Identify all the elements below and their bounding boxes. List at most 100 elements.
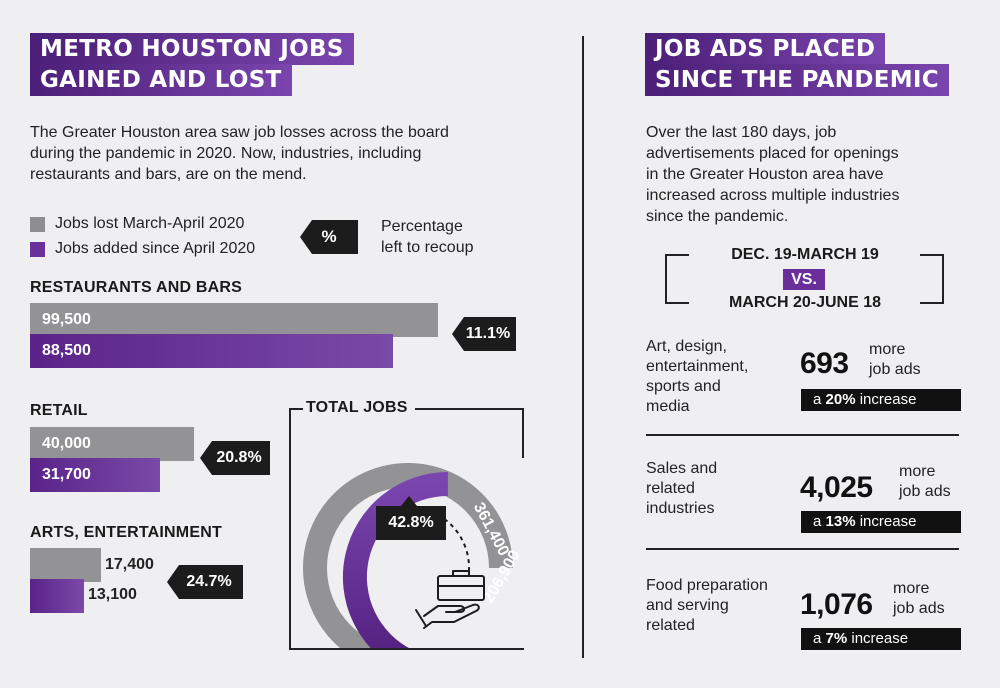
right-intro: Over the last 180 days, job advertisemen… xyxy=(646,122,966,227)
industry-divider xyxy=(646,548,959,550)
more-job-ads-line: job ads xyxy=(899,483,951,500)
right-intro-line: in the Greater Houston area have xyxy=(646,166,884,183)
industry-label: Art, design, entertainment, sports and medi… xyxy=(646,337,748,417)
total-jobs-donut: 361,400 206,900 xyxy=(303,463,522,648)
job-ads-count: 693 xyxy=(800,347,849,380)
increase-badge: a 13% increase xyxy=(801,511,961,533)
legend-percent-text: Percentage left to recoup xyxy=(381,216,474,258)
more-job-ads-line: job ads xyxy=(893,600,945,617)
industry-label-line: and serving xyxy=(646,597,729,614)
bracket-left-top xyxy=(665,254,689,256)
industry-label: Food preparation and serving related xyxy=(646,576,768,636)
legend-swatch-gray xyxy=(30,216,45,232)
more-job-ads-text: more job ads xyxy=(869,340,921,380)
increase-percent: 20% xyxy=(825,391,856,408)
donut-percent-text: 42.8% xyxy=(388,514,434,531)
period-a: DEC. 19-MARCH 19 xyxy=(731,246,879,263)
increase-badge: a 7% increase xyxy=(801,628,961,650)
category-title: RESTAURANTS AND BARS xyxy=(30,279,242,296)
increase-prefix: a xyxy=(813,630,826,647)
donut-callout-shape xyxy=(376,496,446,540)
more-job-ads-line: more xyxy=(893,580,930,597)
increase-suffix: increase xyxy=(855,391,917,408)
bar-value-label: 13,100 xyxy=(88,586,137,603)
industry-label-line: media xyxy=(646,398,690,415)
bar-jobs-added xyxy=(30,579,84,613)
increase-prefix: a xyxy=(813,513,826,530)
donut-added-arc xyxy=(342,472,449,648)
category-title: ARTS, ENTERTAINMENT xyxy=(30,524,222,541)
bracket-right-top xyxy=(920,254,944,256)
more-job-ads-line: job ads xyxy=(869,361,921,378)
industry-divider xyxy=(646,434,959,436)
industry-label-line: industries xyxy=(646,500,715,517)
total-frame-bottom xyxy=(289,648,524,650)
period-b: MARCH 20-JUNE 18 xyxy=(728,294,882,311)
industry-label-line: related xyxy=(646,617,695,634)
legend-percent-key: % xyxy=(300,220,358,254)
category-title: RETAIL xyxy=(30,402,88,419)
legend-percent-line: Percentage xyxy=(381,218,463,235)
right-intro-line: advertisements placed for openings xyxy=(646,145,899,162)
vs-badge: VS. xyxy=(783,269,825,290)
right-banner-line1: JOB ADS PLACED xyxy=(645,33,886,65)
total-frame-top-left xyxy=(289,408,303,410)
right-intro-line: increased across multiple industries xyxy=(646,187,900,204)
total-frame-left xyxy=(289,408,291,650)
percent-left-callout: 24.7% xyxy=(167,565,243,599)
increase-percent: 7% xyxy=(825,630,848,647)
increase-percent: 13% xyxy=(825,513,856,530)
job-ads-count: 4,025 xyxy=(800,471,873,504)
more-job-ads-text: more job ads xyxy=(899,462,951,502)
legend-lost-label: Jobs lost March-April 2020 xyxy=(55,215,245,232)
left-intro-line: The Greater Houston area saw job losses … xyxy=(30,124,449,141)
bar-value-label: 17,400 xyxy=(105,556,154,573)
legend-percent-line: left to recoup xyxy=(381,239,474,256)
increase-badge: a 20% increase xyxy=(801,389,961,411)
legend-swatch-purple xyxy=(30,241,45,257)
increase-suffix: increase xyxy=(847,630,909,647)
legend-added: Jobs added since April 2020 xyxy=(30,240,255,258)
industry-label-line: Sales and xyxy=(646,460,718,477)
total-jobs-title: TOTAL JOBS xyxy=(306,399,408,416)
industry-label-line: Food preparation xyxy=(646,577,768,594)
percent-left-callout: 11.1% xyxy=(452,317,516,351)
bar-jobs-added: 31,700 xyxy=(30,458,160,492)
donut-percent-callout: 42.8% xyxy=(376,496,446,540)
center-divider xyxy=(582,36,584,658)
bar-jobs-added: 88,500 xyxy=(30,334,393,368)
right-banner-line2: SINCE THE PANDEMIC xyxy=(645,64,949,96)
total-frame-right xyxy=(522,408,524,458)
right-intro-line: Over the last 180 days, job xyxy=(646,124,837,141)
more-job-ads-text: more job ads xyxy=(893,579,945,619)
bar-jobs-lost xyxy=(30,548,101,582)
industry-label-line: entertainment, xyxy=(646,358,749,375)
industry-label-line: related xyxy=(646,480,695,497)
increase-suffix: increase xyxy=(855,513,917,530)
bar-value-label: 31,700 xyxy=(42,466,91,483)
industry-label: Sales and related industries xyxy=(646,459,717,519)
increase-prefix: a xyxy=(813,391,826,408)
bar-value-label: 99,500 xyxy=(42,311,91,328)
bracket-right-bottom xyxy=(920,302,944,304)
donut-lost-arc xyxy=(303,463,513,648)
bar-value-label: 40,000 xyxy=(42,435,91,452)
more-job-ads-line: more xyxy=(869,341,906,358)
more-job-ads-line: more xyxy=(899,463,936,480)
right-intro-line: since the pandemic. xyxy=(646,208,789,225)
industry-label-line: sports and xyxy=(646,378,721,395)
bracket-right xyxy=(942,254,944,304)
left-intro-line: restaurants and bars, are on the mend. xyxy=(30,166,307,183)
industry-label-line: Art, design, xyxy=(646,338,727,355)
bar-value-label: 88,500 xyxy=(42,342,91,359)
bracket-left-bottom xyxy=(665,302,689,304)
job-ads-count: 1,076 xyxy=(800,588,873,621)
legend-lost: Jobs lost March-April 2020 xyxy=(30,215,244,233)
left-intro-line: during the pandemic in 2020. Now, indust… xyxy=(30,145,422,162)
left-intro: The Greater Houston area saw job losses … xyxy=(30,122,500,185)
percent-left-callout: 20.8% xyxy=(200,441,270,475)
briefcase-hand-icon xyxy=(415,570,485,629)
legend-added-label: Jobs added since April 2020 xyxy=(55,240,256,257)
left-banner-line1: METRO HOUSTON JOBS xyxy=(30,33,354,65)
bar-jobs-lost: 99,500 xyxy=(30,303,438,337)
